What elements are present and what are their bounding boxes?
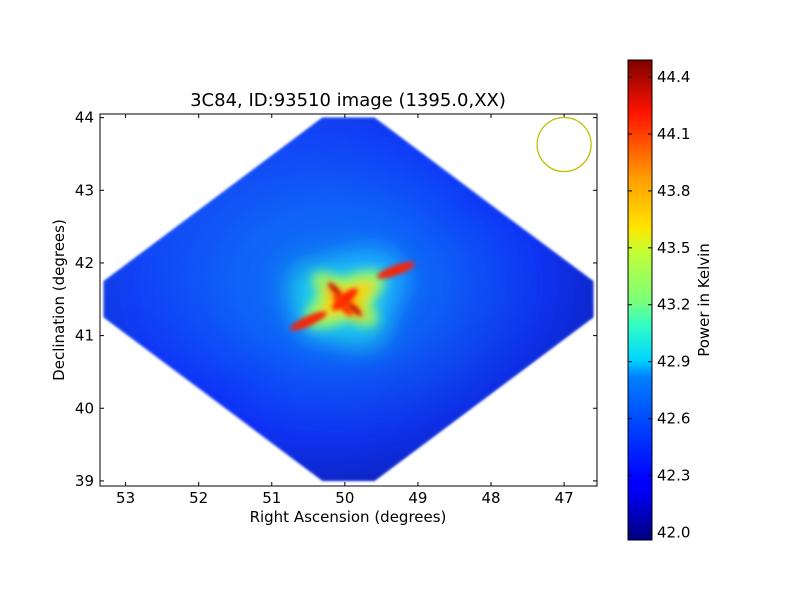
feature-upper-right-arm [377, 261, 415, 279]
colorbar-tick-label: 42.9 [657, 353, 690, 371]
hot-core [290, 261, 415, 331]
y-tick-label: 41 [75, 327, 94, 345]
colorbar-ticks: 42.0 42.3 42.6 42.9 43.2 43.5 43.8 44.1 44.4 [628, 68, 690, 541]
colorbar-title: Power in Kelvin [695, 243, 713, 357]
x-tick-label: 48 [481, 489, 500, 507]
colorbar-tick-label: 42.3 [657, 466, 690, 484]
y-tick-label: 40 [75, 399, 94, 417]
x-tick-label: 51 [262, 489, 281, 507]
x-tick-label: 53 [116, 489, 135, 507]
y-axis-title: Declination (degrees) [50, 219, 68, 381]
y-tick-label: 42 [75, 254, 94, 272]
x-tick-label: 50 [335, 489, 354, 507]
colorbar-tick-label: 44.4 [657, 68, 690, 86]
colorbar-tick-label: 43.8 [657, 182, 690, 200]
colorbar-tick-label: 42.6 [657, 410, 690, 428]
x-tick-label: 47 [555, 489, 574, 507]
beam-circle [536, 116, 592, 173]
y-tick-label: 39 [75, 472, 94, 490]
colorbar-tick-label: 43.5 [657, 239, 690, 257]
x-axis-ticks: 53 52 51 50 49 48 47 [116, 114, 574, 507]
x-axis-title: Right Ascension (degrees) [250, 508, 447, 526]
x-tick-label: 52 [189, 489, 208, 507]
colorbar-tick-label: 43.2 [657, 296, 690, 314]
colorbar [627, 59, 653, 541]
emission-glow [287, 248, 415, 349]
feature-lower-left-arm [290, 311, 327, 331]
y-axis-ticks: 39 40 41 42 43 44 [75, 109, 597, 490]
colorbar-tick-label: 42.0 [657, 523, 690, 541]
heatmap-image [103, 117, 594, 481]
y-tick-label: 43 [75, 181, 94, 199]
colorbar-tick-label: 44.1 [657, 125, 690, 143]
chart-title: 3C84, ID:93510 image (1395.0,XX) [190, 90, 506, 111]
plot-frame [99, 113, 598, 487]
y-tick-label: 44 [75, 109, 94, 127]
x-tick-label: 49 [408, 489, 427, 507]
